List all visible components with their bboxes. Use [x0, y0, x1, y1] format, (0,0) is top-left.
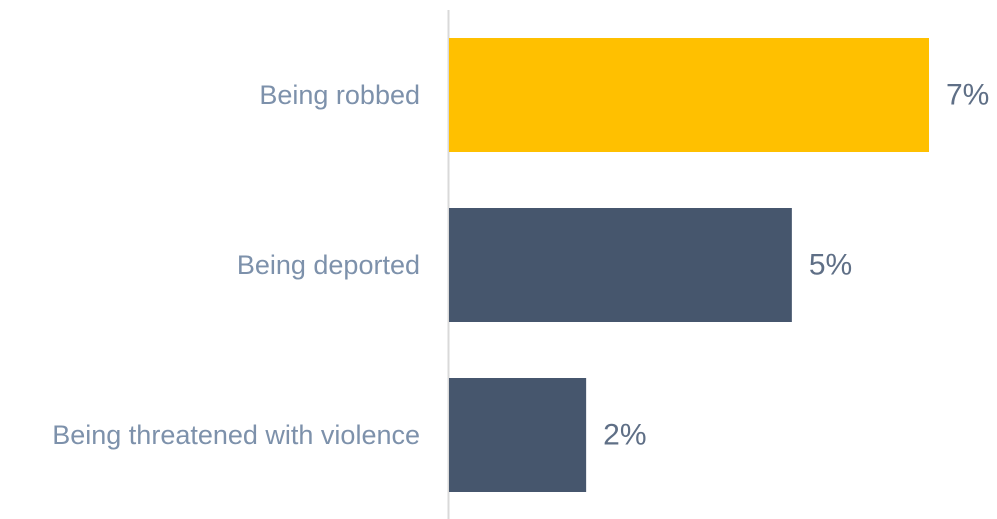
- bar-1: [449, 38, 929, 152]
- bar-3: [449, 378, 587, 492]
- bars: [449, 38, 929, 492]
- category-label-1: Being robbed: [259, 80, 420, 110]
- value-label-1: 7%: [946, 79, 989, 112]
- bar-2: [449, 208, 792, 322]
- labels: Being robbed 7% Being deported 5% Being thre…: [52, 79, 989, 452]
- value-label-3: 2%: [603, 419, 646, 452]
- category-label-2: Being deported: [237, 250, 420, 280]
- category-label-3: Being threatened with violence: [52, 420, 420, 450]
- value-label-2: 5%: [809, 249, 852, 282]
